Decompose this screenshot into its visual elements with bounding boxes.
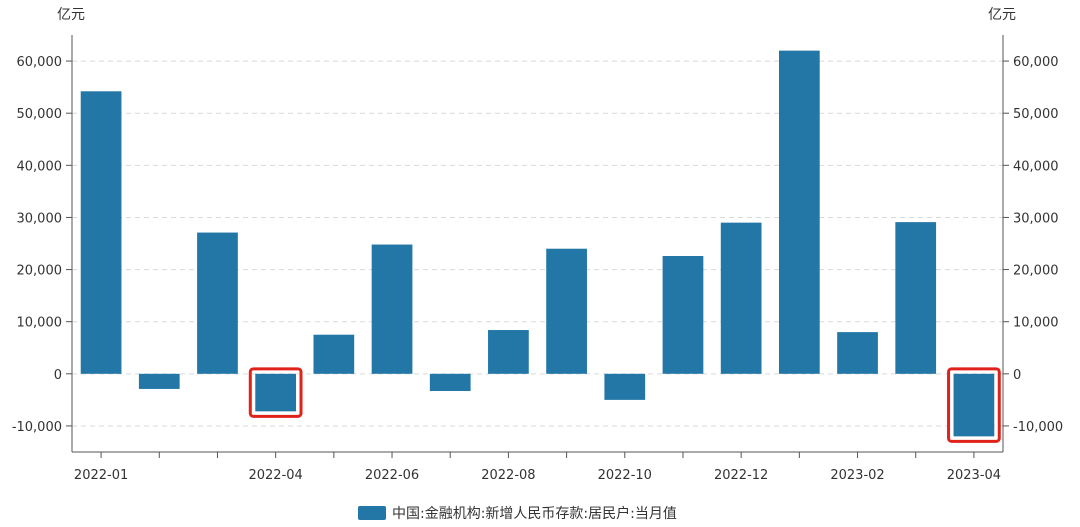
bar-2023-02[interactable] (837, 332, 878, 374)
bar-2022-05[interactable] (313, 334, 355, 374)
bars (80, 50, 995, 437)
axes: -10,000 -10,000 0 0 10,000 10,000 20,000 20,000… (12, 35, 1063, 483)
right-y-tick-label: 30,000 (1013, 211, 1059, 226)
left-y-tick-label: -10,000 (12, 420, 62, 435)
left-y-tick-label: 10,000 (17, 316, 63, 331)
bar-2022-10[interactable] (604, 373, 646, 400)
bar-2022-08[interactable] (488, 330, 529, 374)
bar-2022-07[interactable] (429, 373, 471, 392)
left-y-tick-label: 60,000 (17, 55, 63, 70)
bar-2022-03[interactable] (197, 232, 238, 374)
x-tick-label: 2022-08 (481, 468, 535, 483)
bar-2023-03[interactable] (895, 222, 937, 374)
right-y-tick-label: 20,000 (1013, 264, 1059, 279)
bar-2022-06[interactable] (371, 244, 413, 374)
x-tick-label: 2022-10 (598, 468, 652, 483)
right-y-tick-label: -10,000 (1013, 420, 1063, 435)
legend-series-name: 中国:金融机构:新增人民币存款:居民户:当月值 (392, 505, 677, 522)
x-tick-label: 2022-04 (248, 468, 302, 483)
bar-2022-01[interactable] (80, 91, 122, 374)
left-y-tick-label: 0 (54, 368, 62, 383)
right-y-tick-label: 50,000 (1013, 107, 1059, 122)
x-tick-label: 2023-04 (947, 468, 1001, 483)
left-y-tick-label: 20,000 (17, 264, 63, 279)
x-tick-label: 2022-12 (714, 468, 768, 483)
right-y-tick-label: 40,000 (1013, 159, 1059, 174)
left-y-tick-label: 30,000 (17, 211, 63, 226)
right-unit-label: 亿元 (988, 7, 1016, 23)
bar-2022-09[interactable] (546, 248, 587, 374)
left-unit-label: 亿元 (57, 7, 85, 23)
bar-2023-01[interactable] (778, 50, 820, 374)
left-y-tick-label: 50,000 (17, 107, 63, 122)
x-tick-label: 2022-01 (74, 468, 128, 483)
x-tick-label: 2023-02 (830, 468, 884, 483)
bar-2022-11[interactable] (662, 256, 704, 374)
bar-2023-04[interactable] (953, 373, 995, 437)
right-y-tick-label: 60,000 (1013, 55, 1059, 70)
bar-2022-02[interactable] (138, 373, 180, 389)
highlight-box-2022-04 (248, 367, 303, 418)
right-y-tick-label: 10,000 (1013, 316, 1059, 331)
right-y-tick-label: 0 (1013, 368, 1021, 383)
legend[interactable]: 中国:金融机构:新增人民币存款:居民户:当月值 (358, 505, 677, 522)
highlight-box-2023-04 (947, 367, 1001, 443)
left-y-tick-label: 40,000 (17, 159, 63, 174)
legend-swatch (358, 506, 386, 520)
highlight-boxes (248, 367, 1001, 443)
bar-2022-04[interactable] (255, 373, 297, 412)
bar-2022-12[interactable] (720, 222, 762, 374)
x-tick-label: 2022-06 (365, 468, 419, 483)
